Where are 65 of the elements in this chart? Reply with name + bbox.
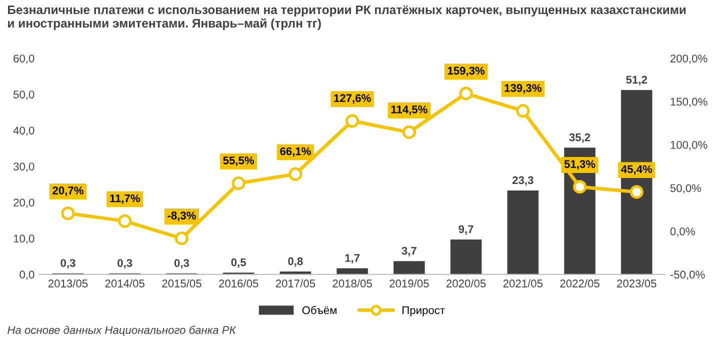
point: [174, 232, 189, 246]
point: [402, 125, 416, 140]
x-tick-label: 2022/05: [560, 279, 600, 288]
y-tick-label: 40,0: [13, 126, 34, 136]
y-tick-label: 0,0: [20, 270, 34, 280]
point: [118, 214, 132, 228]
data-label: -8,3%: [168, 212, 196, 222]
data-label: 35,2: [569, 133, 590, 143]
y2-tick-label: -50,0%: [670, 270, 705, 280]
x-tick-label: 2020/05: [446, 279, 486, 288]
data-label: 66,1%: [280, 147, 311, 157]
data-label: 1,7: [345, 254, 360, 264]
point: [346, 114, 360, 128]
x-tick-label: 2014/05: [105, 279, 144, 288]
x-tick-label: 2015/05: [162, 279, 202, 288]
point: [288, 167, 302, 181]
x-tick-label: 2016/05: [219, 279, 258, 288]
x-tick-label: 2017/05: [276, 279, 316, 288]
data-label: 0,8: [288, 257, 303, 267]
point: [61, 206, 75, 220]
y-tick-label: 10,0: [14, 234, 34, 244]
x-tick-label: 2023/05: [617, 279, 656, 288]
data-label: 0,3: [118, 259, 132, 269]
data-label: 0,3: [174, 259, 190, 269]
point: [232, 176, 246, 190]
x-tick-label: 2018/05: [332, 279, 372, 288]
data-label: 0,3: [60, 259, 76, 269]
data-label: 45,4%: [621, 165, 652, 175]
point: [630, 185, 644, 199]
x-tick-label: 2013/05: [48, 279, 88, 288]
point: [459, 86, 473, 100]
y2-tick-label: 50,0%: [670, 184, 702, 194]
data-label: 11,7%: [110, 194, 140, 204]
data-label: 55,5%: [223, 156, 254, 166]
legend-label: Прирост: [402, 306, 445, 316]
data-label: 51,3%: [564, 160, 596, 170]
legend-label: Объём: [302, 306, 336, 314]
y2-tick-label: 100,0%: [670, 141, 708, 150]
y2-tick-label: 150,0%: [670, 98, 708, 107]
bar: [336, 268, 368, 274]
data-label: 139,3%: [504, 84, 542, 94]
y2-tick-label: 0,0%: [670, 227, 695, 237]
x-tick-label: 2019/05: [390, 279, 429, 288]
data-label: 159,3%: [448, 66, 485, 76]
y-tick-label: 60,0: [14, 54, 34, 64]
y-tick-label: 20,0: [14, 198, 34, 208]
data-label: 51,2: [626, 76, 648, 86]
data-label: 9,7: [458, 225, 474, 235]
y-tick-label: 50,0: [14, 90, 34, 100]
bar: [450, 239, 482, 274]
data-label: 3,7: [402, 246, 416, 256]
data-label: 23,3: [512, 176, 534, 186]
data-label: 114,5%: [391, 106, 428, 115]
bar: [394, 261, 425, 274]
bar: [507, 190, 539, 274]
data-label: 0,5: [231, 258, 246, 268]
data-label: 127,6%: [334, 94, 371, 104]
point: [572, 180, 587, 194]
text: На основе данных Национального банка РК: [8, 326, 236, 336]
chart-title: Безналичные платежи с использованием на территории РК платёжных карточек, выпущенных казахстанскими и иностранными эмитентами. Январь–май (трлн тг): [8, 6, 686, 30]
point: [516, 104, 530, 118]
x-tick-label: 2021/05: [503, 279, 543, 288]
data-label: 20,7%: [52, 186, 84, 196]
y-tick-label: 30,0: [13, 162, 34, 172]
y2-tick-label: 200,0%: [670, 54, 708, 64]
